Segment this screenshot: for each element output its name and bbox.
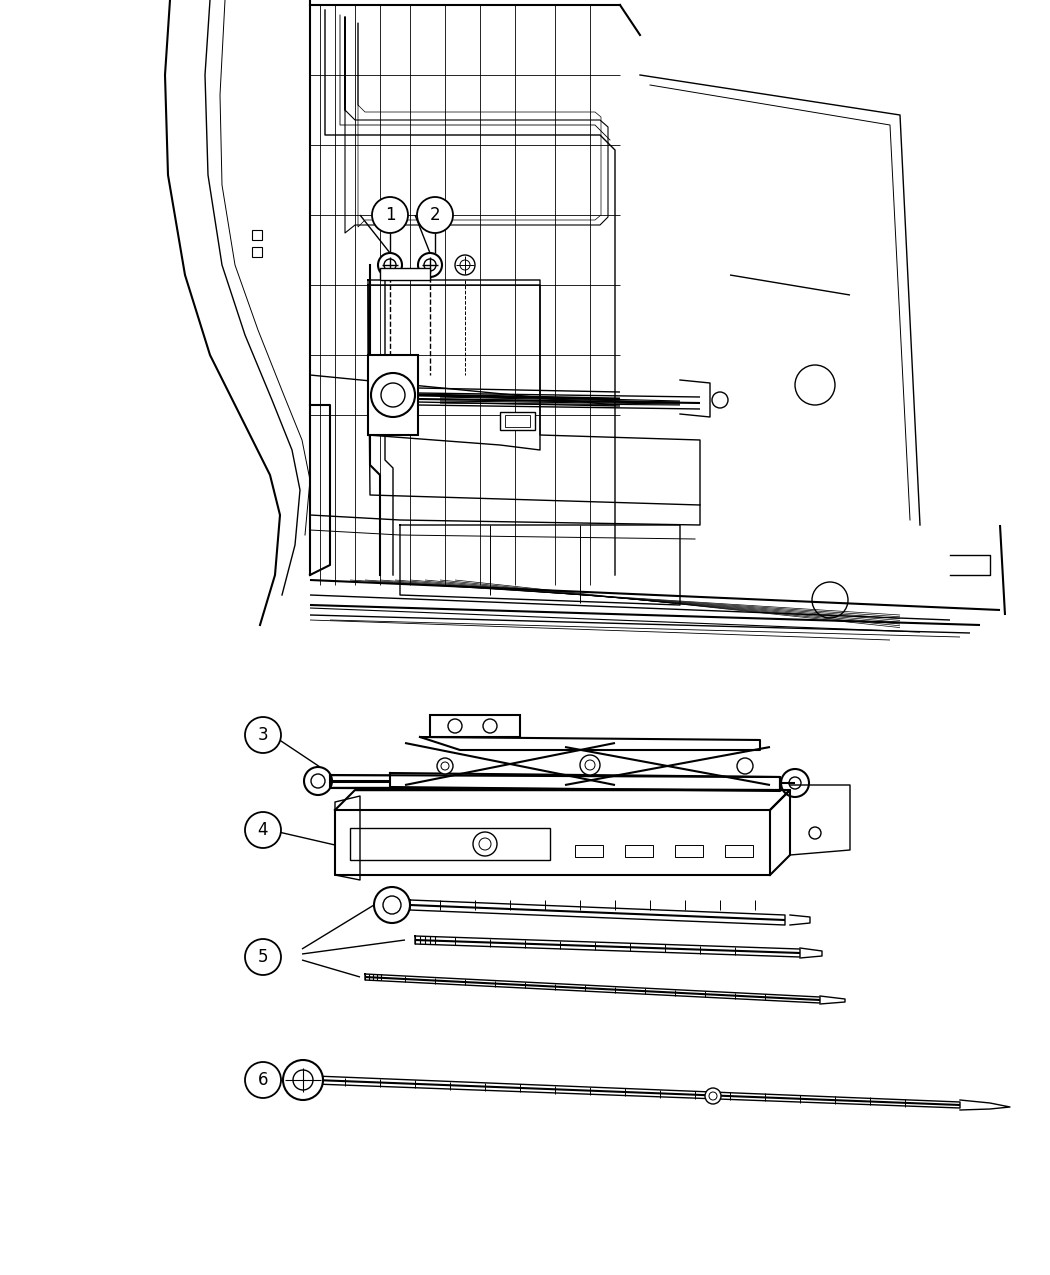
Circle shape (418, 252, 442, 277)
Circle shape (245, 938, 281, 975)
Bar (350, 827, 550, 861)
Circle shape (284, 1060, 323, 1100)
Bar (380, 268, 430, 280)
Circle shape (580, 755, 600, 775)
Circle shape (372, 198, 408, 233)
Text: 2: 2 (429, 207, 440, 224)
Circle shape (417, 198, 453, 233)
Bar (675, 845, 704, 857)
Circle shape (455, 255, 475, 275)
Bar (252, 247, 262, 258)
Circle shape (245, 717, 281, 754)
Bar (430, 715, 520, 737)
Circle shape (705, 1088, 721, 1104)
Circle shape (245, 812, 281, 848)
Circle shape (437, 759, 453, 774)
Bar (575, 845, 603, 857)
Circle shape (378, 252, 402, 277)
Bar (724, 845, 753, 857)
Bar (368, 354, 418, 435)
Text: 1: 1 (384, 207, 395, 224)
Circle shape (737, 759, 753, 774)
Circle shape (245, 1062, 281, 1098)
Circle shape (374, 887, 410, 923)
Text: 4: 4 (257, 821, 268, 839)
Text: 6: 6 (257, 1071, 268, 1089)
Text: 3: 3 (257, 725, 269, 745)
Bar (500, 412, 536, 430)
Bar (252, 230, 262, 240)
Bar (505, 414, 530, 427)
Bar (625, 845, 653, 857)
Text: 5: 5 (257, 949, 268, 966)
